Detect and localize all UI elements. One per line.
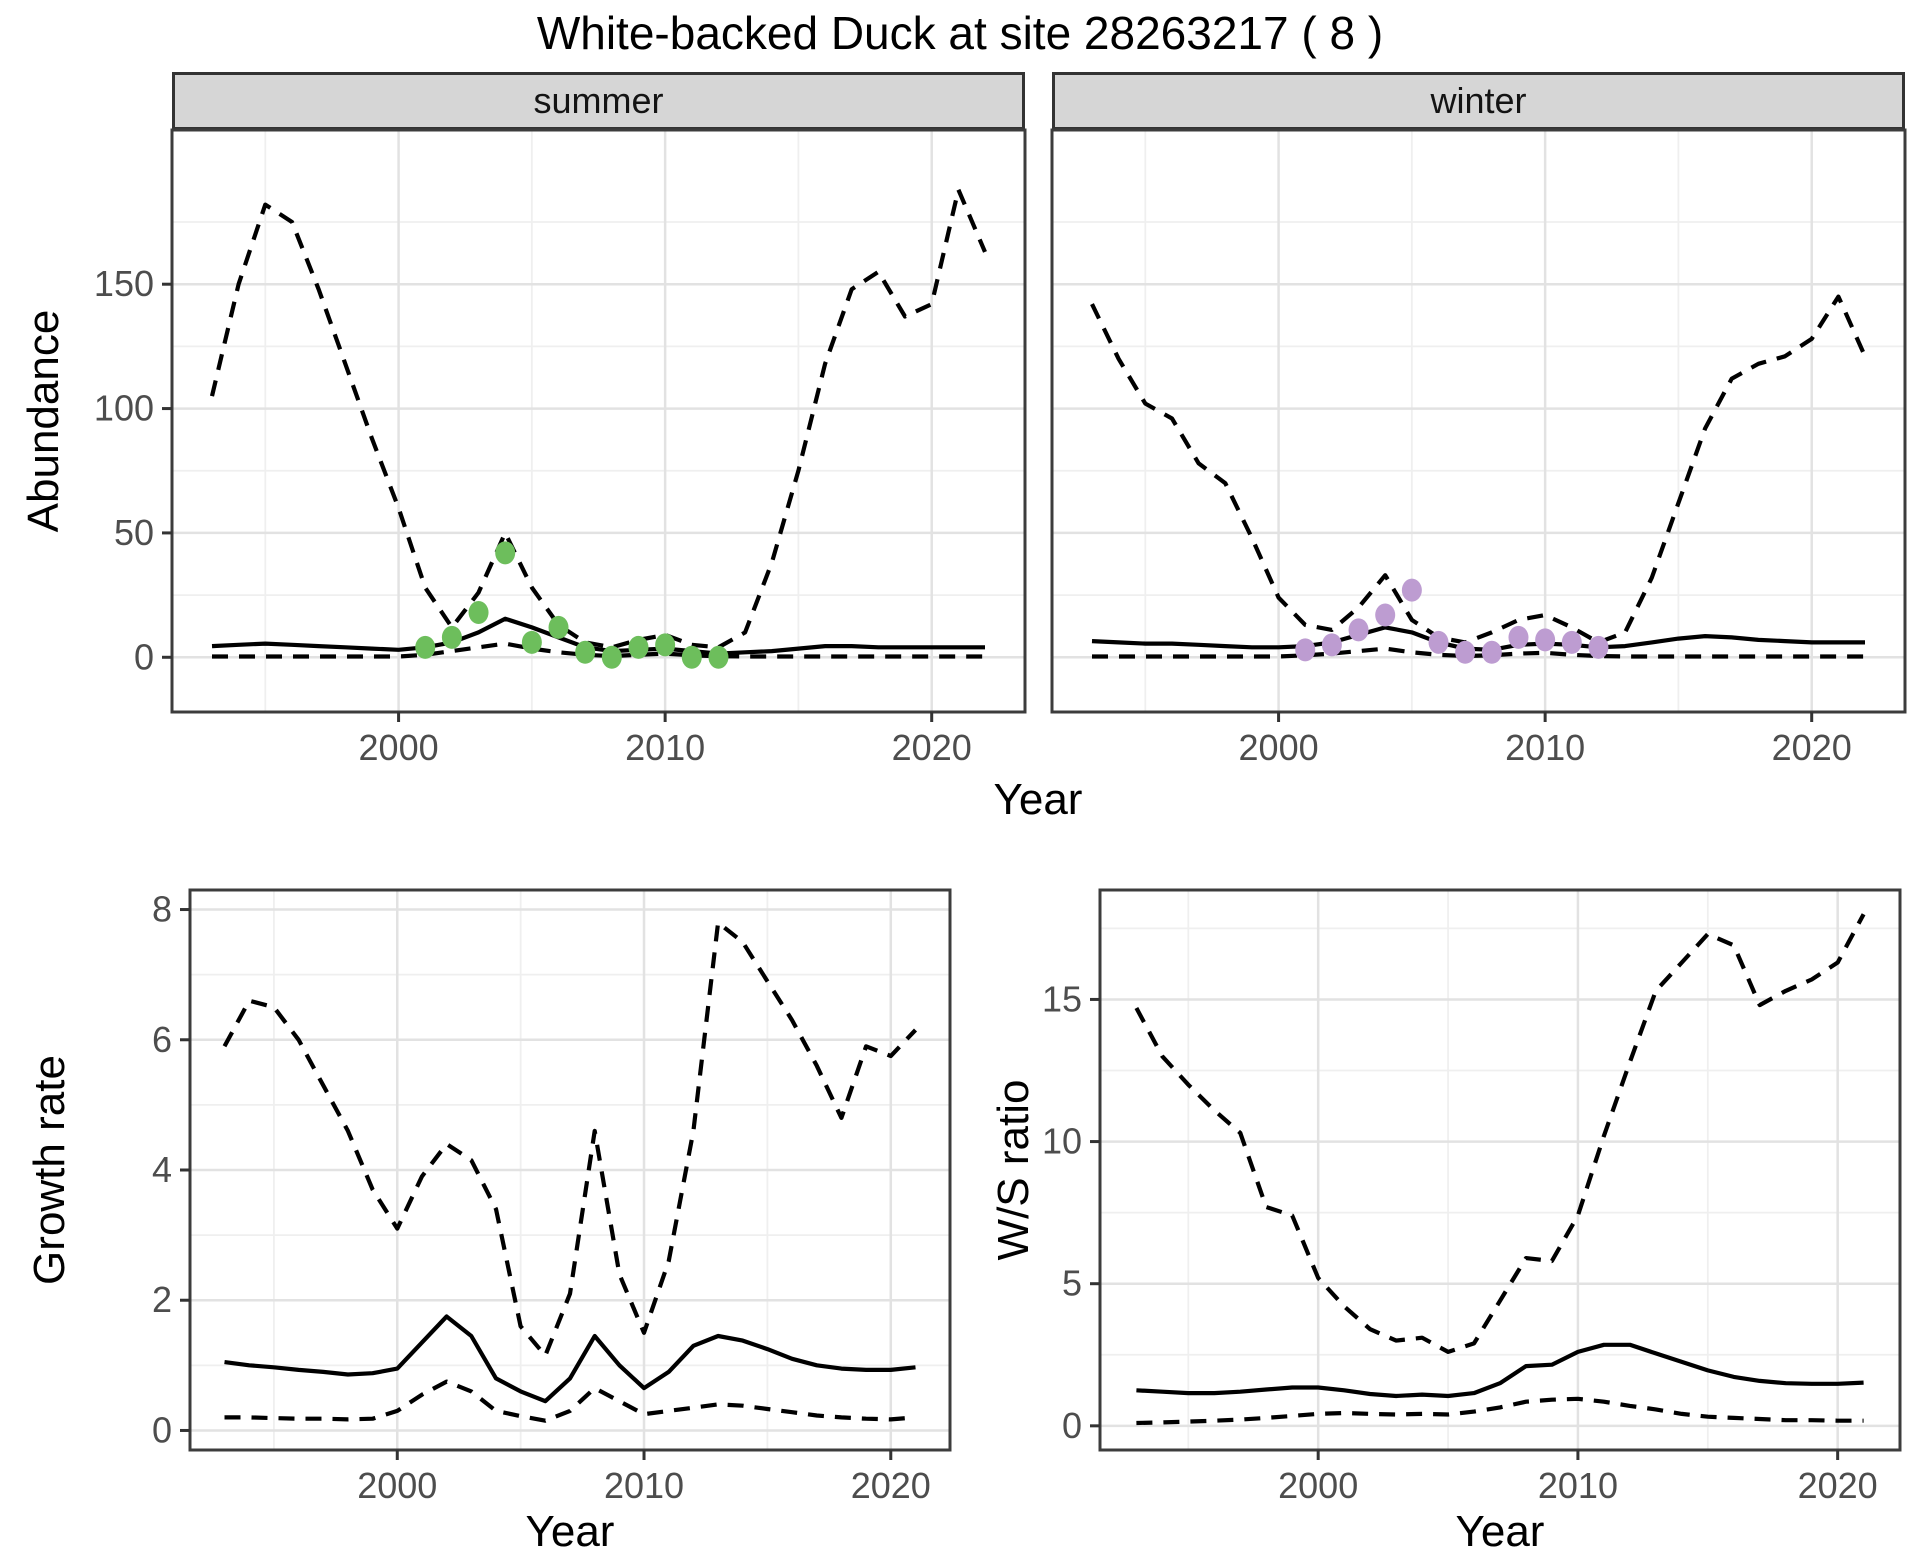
data-point: [468, 601, 489, 625]
data-point: [521, 630, 542, 654]
x-axis-title-year-bottom-right: Year: [1455, 1507, 1545, 1556]
x-axis-title-year-bottom-left: Year: [525, 1507, 615, 1556]
gridlines: [172, 130, 1025, 712]
data-point: [1588, 635, 1609, 659]
series-line-upper_95ci: [222, 920, 918, 1358]
y-tick-label: 0: [1062, 1405, 1082, 1446]
series-line-lower_95ci: [1092, 646, 1865, 659]
gridlines: [1100, 890, 1900, 1450]
y-tick-label: 2: [152, 1279, 172, 1320]
panel-background: [1100, 890, 1900, 1450]
series-line-upper_95ci: [1090, 294, 1867, 645]
series-line-lower_95ci: [212, 641, 985, 659]
x-tick-label: 2000: [1278, 1465, 1358, 1506]
data-point: [1401, 578, 1422, 602]
data-point: [441, 625, 462, 649]
panel-border: [1050, 128, 1907, 714]
y-tick-label: 0: [152, 1409, 172, 1450]
series-line-median: [224, 1314, 916, 1404]
x-tick-label: 2010: [1538, 1465, 1618, 1506]
axis-ticks: 2000 2010 2020 0 5 10 15: [1042, 978, 1878, 1506]
x-tick-label: 2020: [892, 727, 972, 768]
x-tick-label: 2000: [357, 1465, 437, 1506]
panel-ws_ratio: 2000 2010 2020 0 5 10 15: [1042, 888, 1902, 1506]
data-point: [495, 541, 516, 565]
facet-strip-summer: summer: [172, 72, 1025, 130]
x-tick-label: 2010: [625, 727, 705, 768]
data-point: [1321, 633, 1342, 657]
y-tick-label: 100: [94, 388, 154, 429]
data-point: [601, 645, 622, 669]
data-point: [1481, 640, 1502, 664]
panel-border: [1098, 888, 1902, 1452]
data-point: [1348, 618, 1369, 642]
data-point: [1295, 638, 1316, 662]
x-tick-label: 2000: [359, 727, 439, 768]
data-point: [1561, 630, 1582, 654]
y-tick-label: 5: [1062, 1263, 1082, 1304]
facet-strip-winter-label: winter: [1430, 80, 1527, 121]
data-point: [575, 640, 596, 664]
x-tick-label: 2020: [851, 1465, 931, 1506]
panel-growth_rate: 2000 2010 2020 0 2 4 6 8: [152, 888, 952, 1506]
data-point: [548, 615, 569, 639]
y-axis-title-ws-ratio: W/S ratio: [989, 1079, 1038, 1261]
series-line-median: [1091, 625, 1865, 652]
x-axis-title-year-top: Year: [993, 775, 1083, 824]
axis-ticks: 2000 2010 2020 0 50 100 150: [94, 263, 972, 768]
series-line-median: [211, 616, 985, 656]
y-tick-label: 4: [152, 1149, 172, 1190]
data-point: [1508, 625, 1529, 649]
y-tick-label: 150: [94, 263, 154, 304]
x-tick-label: 2000: [1239, 727, 1319, 768]
series-line-median: [1136, 1342, 1864, 1399]
axis-ticks: 2000 2010 2020: [1239, 712, 1852, 768]
data-point: [628, 635, 649, 659]
panel-abundance_summer: 2000 2010 2020 0 50 100 150: [94, 128, 1027, 768]
y-axis-title-growth-rate: Growth rate: [25, 1055, 74, 1285]
gridlines: [190, 890, 950, 1450]
chart-title: White-backed Duck at site 28263217 ( 8 ): [536, 7, 1384, 59]
panel-border: [170, 128, 1027, 714]
facet-strip-winter: winter: [1052, 72, 1905, 130]
observed-points: [415, 541, 729, 669]
y-tick-label: 15: [1042, 978, 1082, 1019]
data-point: [655, 633, 676, 657]
panel-background: [1052, 130, 1905, 712]
series-line-upper_95ci: [209, 187, 987, 650]
axis-ticks: 2000 2010 2020 0 2 4 6 8: [152, 889, 931, 1506]
y-tick-label: 10: [1042, 1121, 1082, 1162]
series-line-lower_95ci: [1136, 1396, 1864, 1426]
series-line-lower_95ci: [224, 1379, 916, 1423]
y-axis-title-abundance: Abundance: [19, 309, 68, 533]
x-tick-label: 2010: [1505, 727, 1585, 768]
data-point: [1375, 603, 1396, 627]
data-point: [1428, 630, 1449, 654]
x-tick-label: 2020: [1798, 1465, 1878, 1506]
y-tick-label: 8: [152, 889, 172, 930]
data-point: [1455, 640, 1476, 664]
panel-background: [172, 130, 1025, 712]
observed-points: [1295, 578, 1609, 664]
x-tick-label: 2010: [604, 1465, 684, 1506]
x-tick-label: 2020: [1772, 727, 1852, 768]
y-tick-label: 50: [114, 512, 154, 553]
data-point: [415, 635, 436, 659]
panel-abundance_winter: 2000 2010 2020: [1050, 128, 1907, 768]
data-point: [1535, 628, 1556, 652]
y-tick-label: 0: [134, 636, 154, 677]
facet-strip-summer-label: summer: [533, 80, 664, 121]
data-point: [681, 645, 702, 669]
data-point: [708, 645, 729, 669]
series-line-upper_95ci: [1134, 913, 1866, 1354]
y-tick-label: 6: [152, 1019, 172, 1060]
